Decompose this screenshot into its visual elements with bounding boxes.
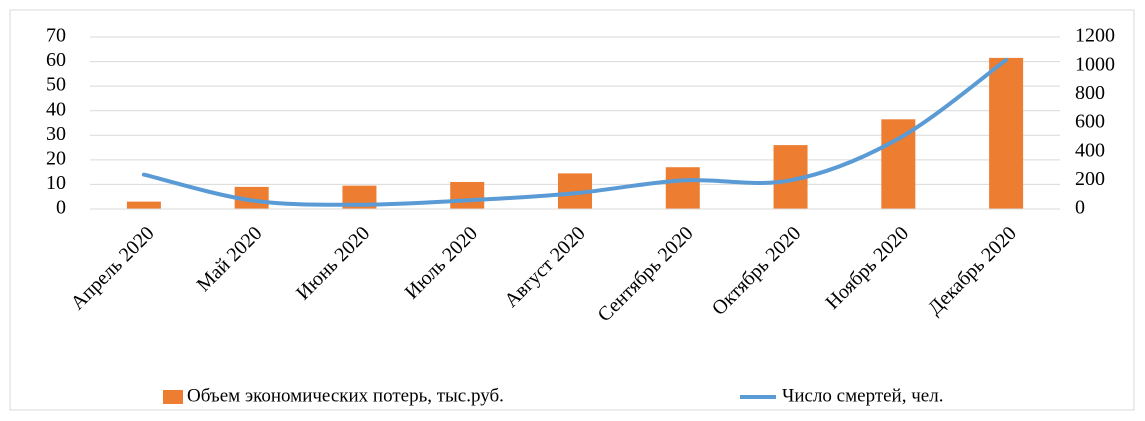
x-tick-label: Май 2020	[193, 222, 267, 296]
y-tick-label: 10	[46, 172, 66, 194]
y-tick-label: 20	[46, 147, 66, 169]
y2-tick-label: 200	[1075, 168, 1105, 190]
x-tick-label: Апрель 2020	[67, 222, 159, 314]
legend-label: Число смертей, чел.	[782, 385, 943, 406]
y2-tick-label: 1000	[1075, 53, 1115, 75]
y-tick-label: 40	[46, 98, 66, 120]
y-tick-label: 0	[56, 197, 66, 219]
y2-tick-label: 600	[1075, 111, 1105, 133]
x-tick-label: Сентябрь 2020	[594, 222, 698, 326]
x-tick-label: Октябрь 2020	[708, 222, 805, 319]
x-tick-label: Июль 2020	[401, 222, 482, 303]
bar	[126, 201, 161, 209]
y-tick-label: 60	[46, 49, 66, 71]
y-tick-label: 70	[46, 25, 66, 47]
x-tick-label: Ноябрь 2020	[822, 222, 914, 314]
chart-frame	[9, 9, 1135, 411]
x-tick-label: Июнь 2020	[292, 222, 374, 304]
legend-label: Объем экономических потерь, тыс.руб.	[187, 385, 504, 406]
line	[141, 57, 1009, 207]
y2-tick-label: 1200	[1075, 25, 1115, 47]
legend-swatch	[163, 390, 183, 404]
bar	[989, 57, 1024, 210]
x-tick-label: Декабрь 2020	[924, 222, 1021, 319]
y-tick-label: 50	[46, 74, 66, 96]
x-tick-label: Август 2020	[500, 222, 590, 312]
y-tick-label: 30	[46, 123, 66, 145]
y2-tick-label: 0	[1075, 197, 1085, 219]
y2-tick-label: 800	[1075, 82, 1105, 104]
y2-tick-label: 400	[1075, 139, 1105, 161]
bar	[450, 181, 485, 209]
bar	[665, 167, 700, 209]
